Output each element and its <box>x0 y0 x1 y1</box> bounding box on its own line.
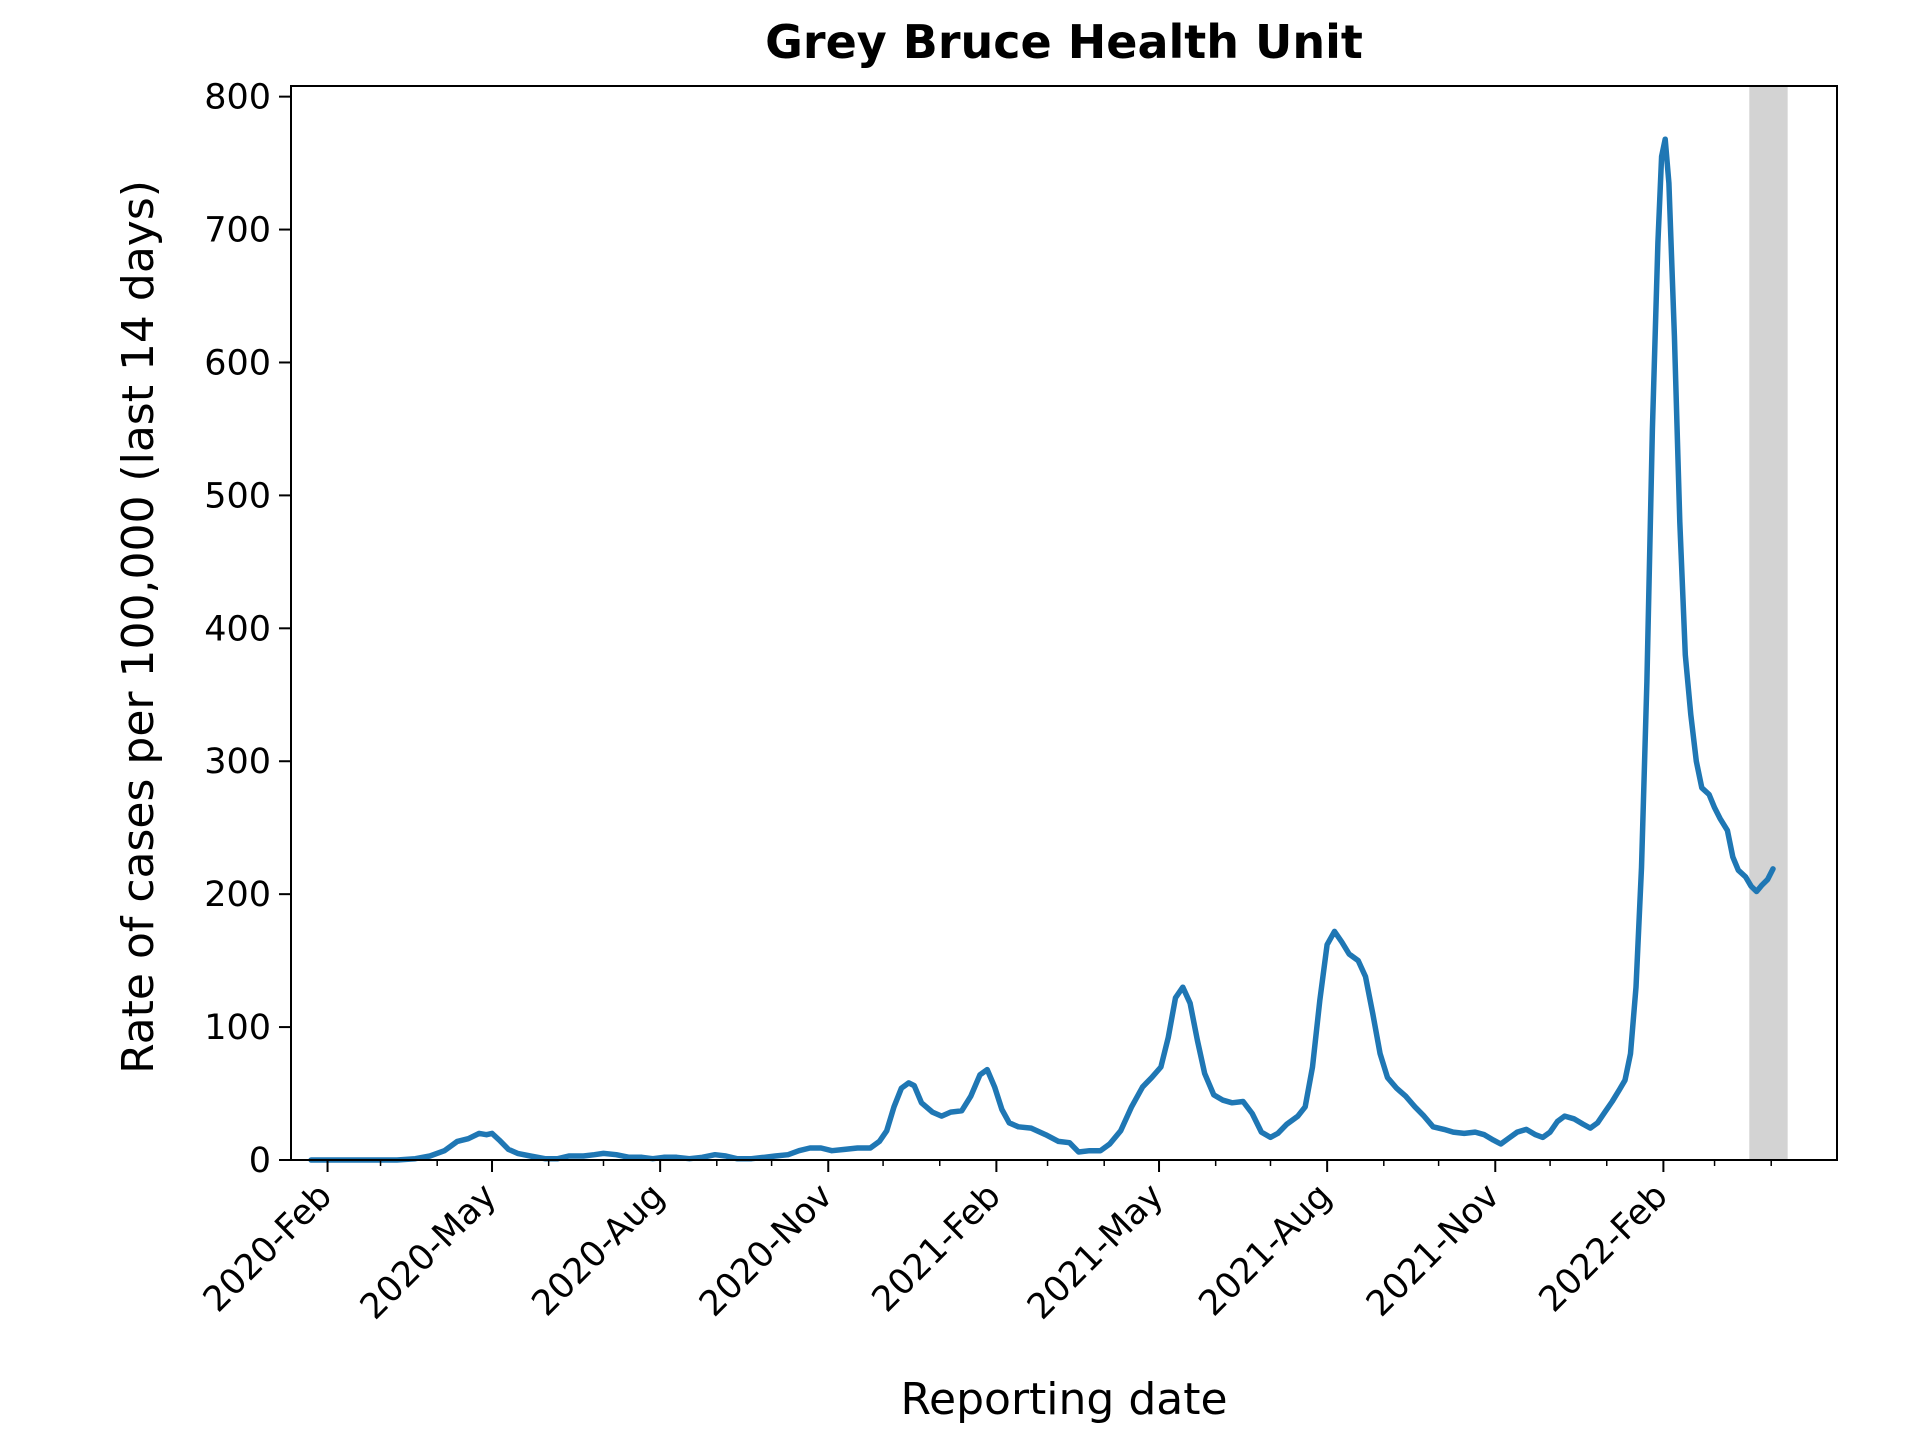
y-axis-label: Rate of cases per 100,000 (last 14 days) <box>113 180 164 1074</box>
plot-area <box>290 85 1838 1163</box>
y-tick-label: 500 <box>204 476 271 516</box>
x-tick-label: 2020-May <box>353 1176 504 1327</box>
chart-title: Grey Bruce Health Unit <box>765 15 1363 69</box>
x-tick-label: 2021-Feb <box>865 1176 1009 1320</box>
x-tick-label: 2021-Nov <box>1359 1176 1508 1325</box>
x-tick-label: 2020-Feb <box>196 1176 340 1320</box>
axis-ticks: 0 100 200 300 400 500 600 700 800 2020-Feb 2020-Ma… <box>196 78 1772 1327</box>
shaded-region <box>1749 86 1788 1160</box>
y-tick-label: 200 <box>204 875 271 915</box>
y-tick-label: 0 <box>249 1141 271 1181</box>
x-tick-label: 2020-Nov <box>692 1176 841 1325</box>
x-tick-label: 2021-May <box>1020 1176 1171 1327</box>
y-tick-label: 300 <box>204 742 271 782</box>
x-tick-label: 2021-Aug <box>1192 1176 1340 1324</box>
y-tick-label: 600 <box>204 343 271 383</box>
x-tick-label: 2022-Feb <box>1532 1176 1676 1320</box>
y-tick-label: 700 <box>204 211 271 251</box>
y-tick-label: 400 <box>204 609 271 649</box>
series-line-0 <box>308 136 1776 1163</box>
plot-frame <box>290 85 1838 1161</box>
y-tick-label: 100 <box>204 1008 271 1048</box>
y-tick-label: 800 <box>204 78 271 118</box>
x-tick-label: 2020-Aug <box>525 1176 673 1324</box>
x-axis-label: Reporting date <box>900 1374 1227 1425</box>
